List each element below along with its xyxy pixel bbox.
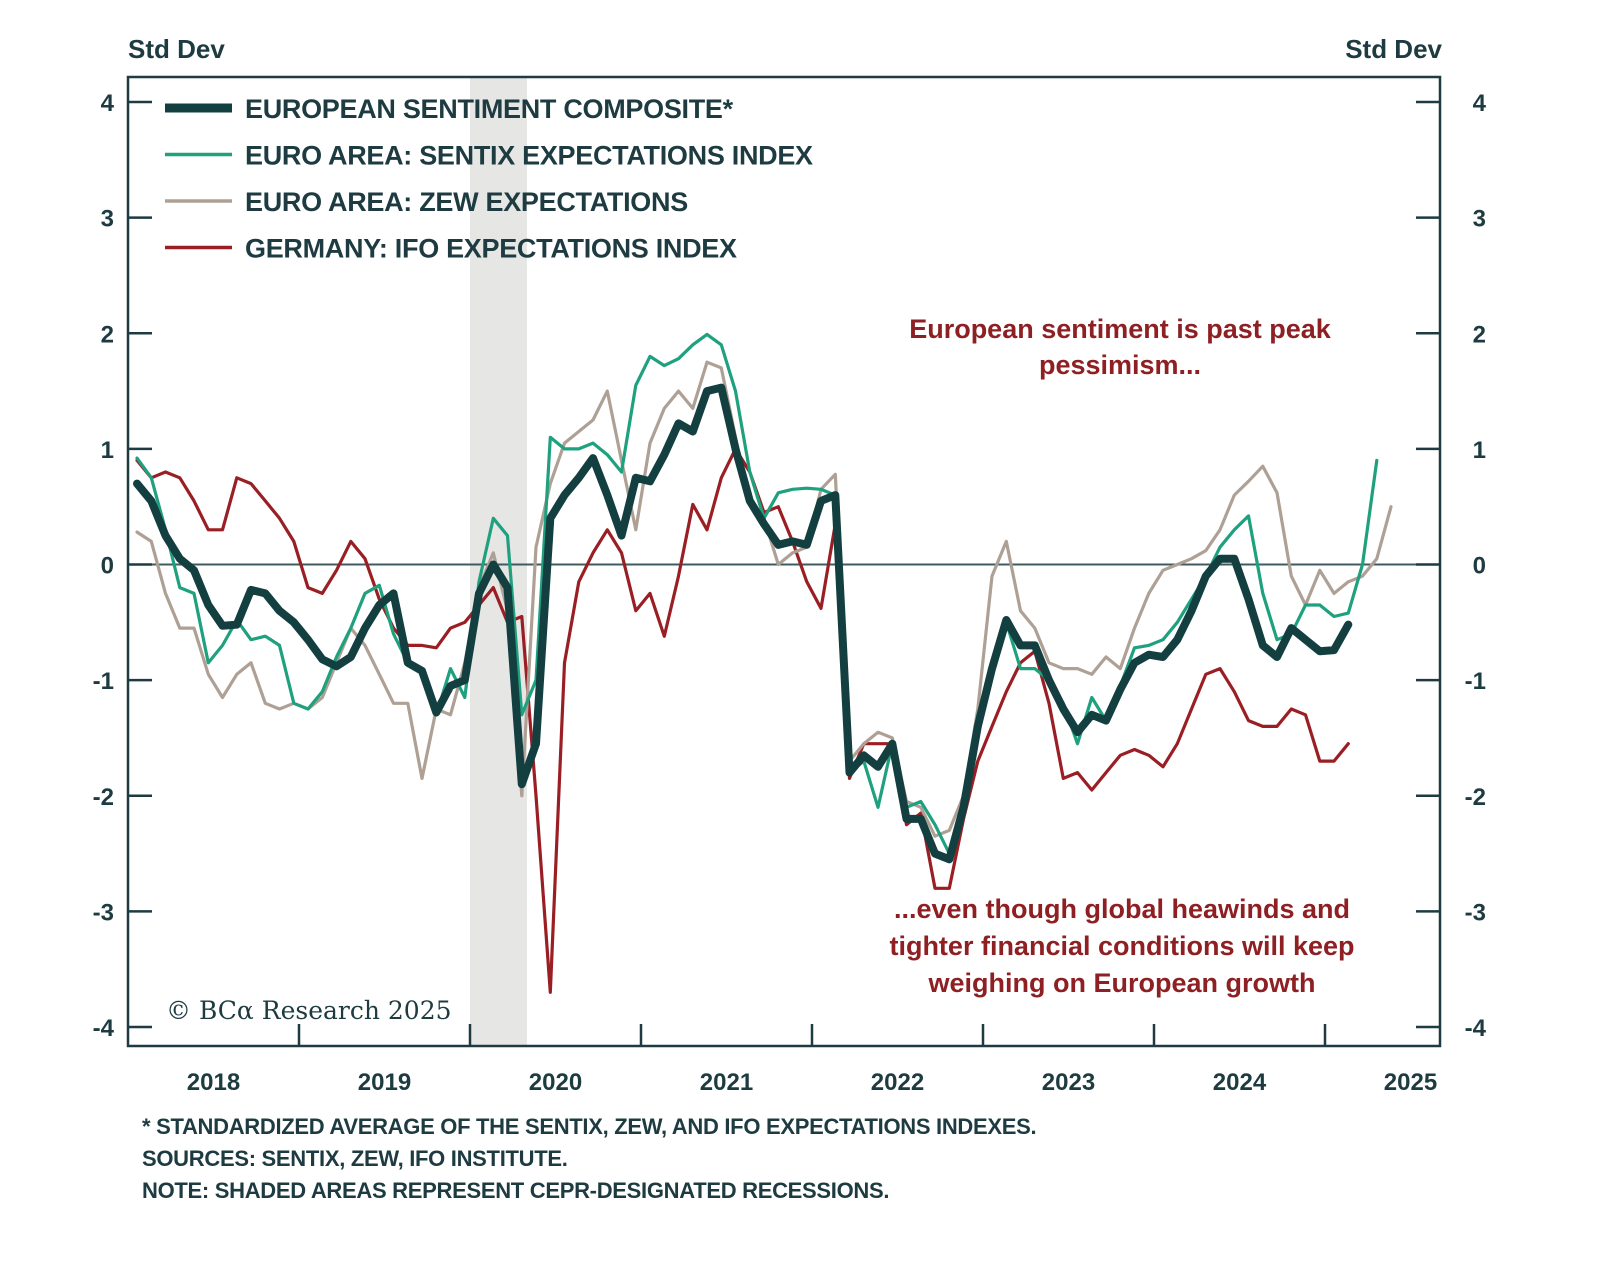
legend: EUROPEAN SENTIMENT COMPOSITE* EURO AREA: … — [165, 94, 813, 264]
legend-label: EURO AREA: SENTIX EXPECTATIONS INDEX — [245, 141, 813, 171]
y-tick-label-right: 1 — [1473, 437, 1486, 464]
y-tick-label-right: -1 — [1465, 668, 1486, 695]
plot-frame — [126, 75, 1442, 1048]
y-tick-label-right: -2 — [1465, 784, 1486, 811]
y-tick-label-left: 1 — [101, 437, 114, 464]
x-tick-label: 2021 — [700, 1069, 753, 1096]
recession-band — [470, 77, 527, 1046]
x-tick-label: 2024 — [1213, 1069, 1267, 1096]
x-tick-label: 2022 — [871, 1069, 924, 1096]
annotation-bottom-line-2: tighter financial conditions will keep — [889, 931, 1354, 961]
y-tick-label-right: 2 — [1473, 321, 1486, 348]
x-tick-label: 2020 — [529, 1069, 582, 1096]
annotation-top: European sentiment is past peak pessimis… — [909, 314, 1332, 380]
recession-shading-layer — [470, 77, 527, 1046]
series-lines — [133, 332, 1393, 994]
axes: 4 4 3 3 2 2 1 1 0 0 -1 -1 -2 -2 -3 -3 -4 -4 2018 2019 2020 20… — [93, 75, 1487, 1096]
footnote-note: NOTE: SHADED AREAS REPRESENT CEPR-DESIGN… — [142, 1178, 890, 1203]
y-tick-label-left: -3 — [93, 899, 114, 926]
y-tick-label-left: 3 — [101, 206, 114, 233]
y-tick-label-left: -4 — [93, 1015, 115, 1042]
x-tick-label: 2025 — [1384, 1069, 1437, 1096]
copyright-label: © BCα Research 2025 — [166, 996, 452, 1025]
series-line-euro-area-zew-expectations — [135, 360, 1393, 838]
y-tick-label-left: 2 — [101, 321, 114, 348]
annotation-bottom-line-1: ...even though global heawinds and — [894, 894, 1350, 924]
y-tick-label-right: -3 — [1465, 899, 1486, 926]
x-tick-label: 2018 — [187, 1069, 240, 1096]
series-line-european-sentiment-composite — [133, 383, 1353, 864]
series-line-euro-area-sentix-expectations-index — [135, 332, 1379, 856]
annotation-top-line-1: European sentiment is past peak — [909, 314, 1332, 344]
y-axis-left-title: Std Dev — [128, 34, 225, 64]
legend-label: EURO AREA: ZEW EXPECTATIONS — [245, 187, 688, 217]
footnote-definition: * STANDARDIZED AVERAGE OF THE SENTIX, ZE… — [142, 1114, 1037, 1139]
legend-label: GERMANY: IFO EXPECTATIONS INDEX — [245, 234, 737, 264]
y-tick-label-right: 0 — [1473, 553, 1486, 580]
annotation-bottom-line-3: weighing on European growth — [928, 968, 1316, 998]
y-axis-right-title: Std Dev — [1345, 34, 1442, 64]
x-tick-label: 2023 — [1042, 1069, 1095, 1096]
annotation-bottom: ...even though global heawinds and tight… — [889, 894, 1354, 998]
legend-label: EUROPEAN SENTIMENT COMPOSITE* — [245, 94, 734, 124]
y-tick-label-right: 3 — [1473, 206, 1486, 233]
y-tick-label-left: 4 — [101, 90, 115, 117]
x-tick-label: 2019 — [358, 1069, 411, 1096]
y-tick-label-right: 4 — [1473, 90, 1487, 117]
y-tick-label-left: 0 — [101, 553, 114, 580]
y-tick-label-left: -2 — [93, 784, 114, 811]
annotation-top-line-2: pessimism... — [1039, 350, 1201, 380]
y-tick-label-right: -4 — [1465, 1015, 1487, 1042]
footnote-sources: SOURCES: SENTIX, ZEW, IFO INSTITUTE. — [142, 1146, 568, 1171]
y-tick-label-left: -1 — [93, 668, 114, 695]
